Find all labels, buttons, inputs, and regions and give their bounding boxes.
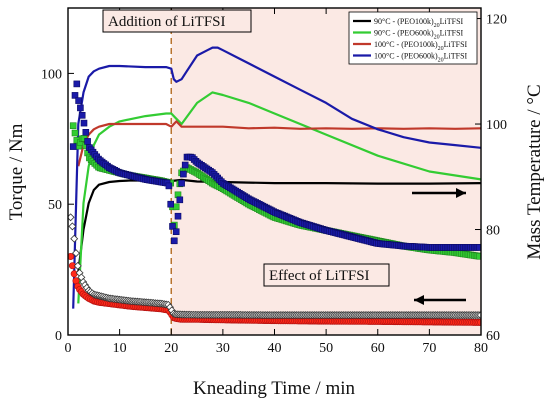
legend-label-3: 100°C - (PEO100k)20LiTFSI	[374, 40, 468, 52]
torque-marker	[78, 112, 86, 119]
legend-label-2: 90°C - (PEO600k)20LiTFSI	[374, 29, 464, 41]
torque-marker	[174, 212, 182, 220]
torque-marker	[176, 196, 184, 204]
y-axis-right-title: Mass Temperature / °C	[524, 84, 545, 259]
torque-marker	[71, 129, 79, 137]
torque-marker	[172, 228, 180, 235]
x-tick-label: 50	[319, 341, 333, 356]
torque-marker	[178, 180, 185, 187]
x-axis-title: Kneading Time / min	[193, 378, 356, 399]
torque-marker	[165, 182, 173, 190]
torque-marker	[171, 237, 178, 245]
torque-marker	[73, 261, 82, 270]
annotation-effect-text: Effect of LiTFSI	[269, 268, 370, 284]
torque-marker	[476, 253, 481, 260]
torque-marker	[169, 223, 176, 230]
annotation-addition-text: Addition of LiTFSI	[108, 14, 226, 30]
torque-marker	[69, 122, 77, 129]
torque-marker	[77, 104, 84, 112]
torque-marker	[75, 97, 82, 104]
torque-marker	[73, 80, 81, 88]
torque-marker	[80, 119, 88, 127]
torque-marker	[84, 138, 91, 145]
y-right-tick-label: 80	[486, 224, 500, 239]
y-axis-left-title: Torque / Nm	[6, 123, 27, 220]
x-tick-label: 10	[113, 341, 127, 356]
torque-marker	[167, 200, 174, 208]
torque-marker	[180, 170, 187, 178]
y-right-tick-label: 60	[486, 329, 500, 344]
legend-label-4: 100°C - (PEO600k)20LiTFSI	[374, 52, 468, 64]
torque-marker	[70, 270, 78, 278]
torque-marker	[82, 129, 90, 136]
annotation-addition-box	[102, 9, 252, 33]
annotation-effect-box	[263, 263, 390, 287]
torque-marker	[72, 249, 80, 258]
torque-marker	[69, 143, 77, 150]
torque-marker	[70, 234, 79, 243]
y-right-tick-label: 100	[486, 118, 507, 133]
torque-markers-1	[68, 213, 481, 320]
y-left-tick-label: 100	[41, 67, 62, 82]
temperature-line-3	[77, 120, 481, 167]
x-tick-label: 20	[164, 341, 178, 356]
arrow-left-head	[414, 295, 424, 305]
torque-marker	[181, 161, 189, 169]
y-right-tick-label: 120	[486, 13, 507, 28]
torque-marker	[172, 203, 180, 211]
torque-markers-4	[69, 80, 481, 251]
torque-marker	[68, 253, 75, 260]
x-tick-label: 80	[474, 341, 488, 356]
y-left-tick-label: 0	[55, 329, 62, 344]
x-tick-label: 70	[422, 341, 436, 356]
x-tick-label: 0	[65, 341, 72, 356]
series-layer	[68, 46, 481, 326]
y-left-tick-label: 50	[48, 198, 62, 213]
x-tick-label: 30	[216, 341, 230, 356]
arrow-right-head	[456, 188, 466, 198]
torque-marker	[71, 92, 79, 99]
x-tick-label: 40	[268, 341, 282, 356]
legend-label-1: 90°C - (PEO100k)20LiTFSI	[374, 17, 464, 29]
x-tick-label: 60	[371, 341, 385, 356]
annotations: Addition of LiTFSI Effect of LiTFSI	[102, 9, 466, 305]
torque-marker	[68, 222, 77, 231]
torque-marker	[476, 244, 481, 251]
temperature-line-4	[72, 46, 481, 309]
